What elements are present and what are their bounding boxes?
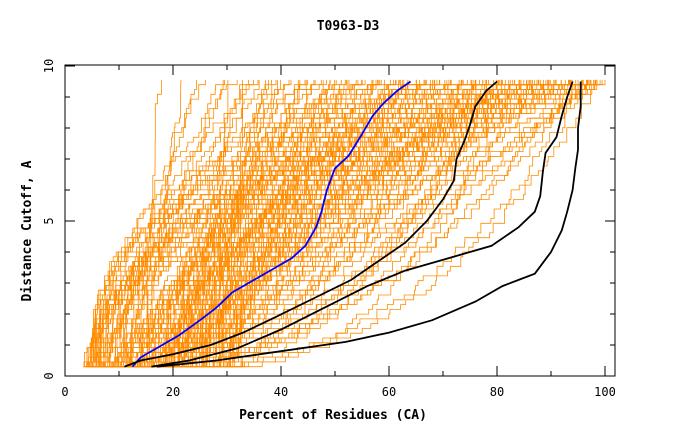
background-curve (183, 79, 440, 367)
background-curve (171, 79, 410, 367)
axis-ticks: 0 20 40 60 80 100 0 5 10 (42, 59, 616, 399)
y-tick-label: 0 (42, 372, 56, 379)
series-line-2 (124, 80, 498, 368)
highlight-curves (124, 80, 582, 368)
y-axis-label: Distance Cutoff, A (20, 160, 35, 301)
x-tick-label: 60 (382, 385, 396, 399)
background-curve (134, 79, 598, 368)
x-axis-label: Percent of Residues (CA) (239, 408, 427, 423)
background-curve (225, 79, 601, 367)
background-curve (116, 79, 348, 368)
background-curve (152, 79, 562, 368)
series-line-4 (156, 81, 582, 368)
background-curve (129, 79, 549, 368)
background-curve (92, 79, 385, 368)
background-curve (126, 79, 530, 368)
background-curve (93, 79, 462, 367)
background-curve (178, 79, 557, 367)
background-curve (217, 79, 417, 368)
x-tick-label: 100 (594, 385, 616, 399)
background-curve (205, 79, 391, 368)
background-curve (230, 79, 474, 368)
background-curve (164, 79, 588, 368)
x-tick-label: 0 (61, 385, 68, 399)
background-curve (90, 79, 606, 367)
series-line-1 (131, 80, 412, 368)
background-curve (112, 79, 598, 368)
background-curve (94, 79, 588, 368)
y-tick-label: 10 (42, 59, 56, 73)
background-curve (184, 79, 570, 368)
background-curve (158, 79, 589, 367)
background-curve (169, 79, 595, 368)
x-tick-label: 40 (274, 385, 288, 399)
background-curve (144, 79, 591, 368)
background-curve (83, 79, 584, 368)
y-tick-label: 5 (42, 217, 56, 224)
background-curve (225, 79, 243, 368)
background-curve (218, 79, 592, 367)
x-tick-label: 20 (166, 385, 180, 399)
background-curve (117, 79, 587, 368)
background-curve (86, 79, 476, 367)
x-tick-label: 80 (490, 385, 504, 399)
background-curve (135, 79, 583, 368)
background-curve (218, 79, 503, 368)
background-curve (151, 79, 357, 367)
series-line-3 (151, 81, 574, 368)
chart-title: T0963-D3 (317, 19, 380, 34)
background-curve (148, 79, 603, 368)
background-curve (161, 79, 597, 368)
background-curve (89, 79, 569, 368)
background-curves (83, 79, 606, 368)
